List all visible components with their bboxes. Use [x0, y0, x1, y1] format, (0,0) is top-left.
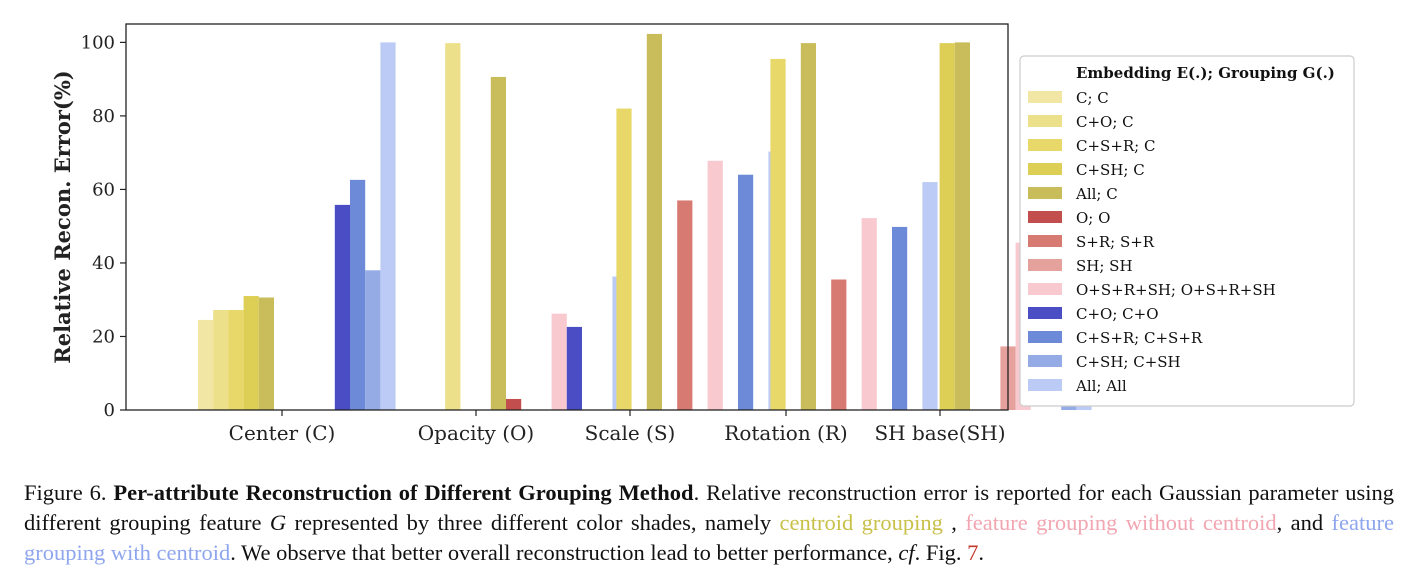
plot-frame	[125, 23, 1009, 411]
legend-swatch	[1028, 331, 1062, 343]
caption-text-5: . We observe that better overall reconst…	[230, 540, 893, 565]
y-tick-label: 100	[81, 32, 115, 53]
figure-reference-link[interactable]: 7	[967, 540, 979, 565]
bar-4-4	[954, 42, 970, 410]
legend-swatch	[1028, 235, 1062, 247]
caption-text-4: , and	[1276, 510, 1324, 535]
y-tick-label: 80	[92, 106, 115, 127]
bar-0-9	[334, 204, 350, 410]
bar-chart: 0 20 40 60 80 100 Relative Recon. Error(%) Cent…	[50, 23, 1355, 445]
bar-0-4	[258, 297, 274, 410]
bar-0-3	[243, 296, 259, 410]
bar-3-6	[831, 279, 847, 410]
caption-text-2: represented by three different color sha…	[294, 510, 772, 535]
bar-1-5	[506, 398, 522, 410]
bar-1-9	[566, 326, 582, 410]
legend-label: O; O	[1076, 209, 1110, 227]
legend-label: C+O; C+O	[1076, 305, 1159, 323]
legend-label: C+O; C	[1076, 113, 1134, 131]
legend-swatch	[1028, 187, 1062, 199]
bar-2-4	[646, 33, 662, 410]
y-axis-label: Relative Recon. Error(%)	[50, 70, 75, 363]
bar-3-12	[922, 182, 938, 410]
legend-label: C+S+R; C+S+R	[1076, 329, 1203, 347]
bar-0-11	[365, 270, 381, 410]
legend-label: C+SH; C+SH	[1076, 353, 1181, 371]
x-tick-label: Opacity (O)	[418, 421, 534, 445]
centroid-grouping-label: centroid grouping	[779, 510, 943, 535]
feature-grouping-without-centroid-label: feature grouping without centroid	[965, 510, 1277, 535]
bar-3-4	[800, 43, 816, 411]
legend-label: C+S+R; C	[1076, 137, 1155, 155]
legend-swatch	[1028, 139, 1062, 151]
legend-label: All; All	[1075, 377, 1127, 395]
legend-label: All; C	[1075, 185, 1118, 203]
legend-box	[1019, 55, 1355, 407]
x-tick-label: Center (C)	[229, 421, 336, 445]
legend-label: C; C	[1076, 89, 1109, 107]
bar-0-12	[380, 42, 396, 410]
x-tick-label: Rotation (R)	[724, 421, 847, 445]
bar-2-6	[677, 200, 693, 410]
legend-swatch	[1028, 379, 1062, 391]
legend-title: Embedding E(.); Grouping G(.)	[1076, 64, 1335, 82]
x-tick-label: SH base(SH)	[874, 421, 1005, 445]
caption-title: Per-attribute Reconstruction of Differen…	[113, 480, 694, 505]
caption-text-6: . Fig.	[914, 540, 962, 565]
legend-swatch	[1028, 355, 1062, 367]
x-tick-label: Scale (S)	[585, 421, 676, 445]
legend-swatch	[1028, 91, 1062, 103]
cf-text: cf	[898, 540, 915, 565]
legend-swatch	[1028, 283, 1062, 295]
bar-2-8	[707, 160, 723, 410]
bar-3-10	[892, 226, 908, 410]
bar-0-2	[228, 310, 244, 410]
bar-1-4	[490, 76, 506, 411]
bar-2-2	[616, 108, 632, 411]
legend-swatch	[1028, 211, 1062, 223]
y-tick-label: 20	[92, 326, 115, 347]
caption-text-7: .	[978, 540, 984, 565]
bar-3-8	[861, 218, 877, 410]
figure-caption: Figure 6. Per-attribute Reconstruction o…	[24, 478, 1394, 568]
caption-text-1: . Relative reconstruction error is repor…	[24, 480, 1394, 535]
y-tick-label: 40	[92, 253, 115, 274]
bars-group	[198, 33, 1092, 411]
bar-4-3	[939, 43, 955, 411]
figure-label: Figure 6.	[24, 480, 107, 505]
legend: Embedding E(.); Grouping G(.) C; C C+O; C C…	[1019, 55, 1355, 407]
bar-0-10	[350, 179, 366, 410]
legend-label: O+S+R+SH; O+S+R+SH	[1076, 281, 1276, 299]
bar-1-1	[445, 43, 461, 411]
bar-0-1	[213, 310, 229, 410]
legend-swatch	[1028, 163, 1062, 175]
bar-3-2	[770, 58, 786, 411]
legend-swatch	[1028, 307, 1062, 319]
symbol-g: G	[269, 510, 287, 535]
legend-label: SH; SH	[1076, 257, 1133, 275]
bar-1-8	[551, 313, 567, 410]
y-tick-label: 60	[92, 179, 115, 200]
legend-swatch	[1028, 115, 1062, 127]
y-tick-label: 0	[104, 400, 115, 421]
caption-text-3: ,	[951, 510, 957, 535]
legend-swatch	[1028, 259, 1062, 271]
bar-2-10	[738, 174, 754, 410]
bar-0-0	[198, 319, 214, 410]
legend-label: C+SH; C	[1076, 161, 1145, 179]
legend-label: S+R; S+R	[1076, 233, 1155, 251]
feature-grouping-with-centroid-label: feature grouping with centroid	[24, 510, 1394, 565]
